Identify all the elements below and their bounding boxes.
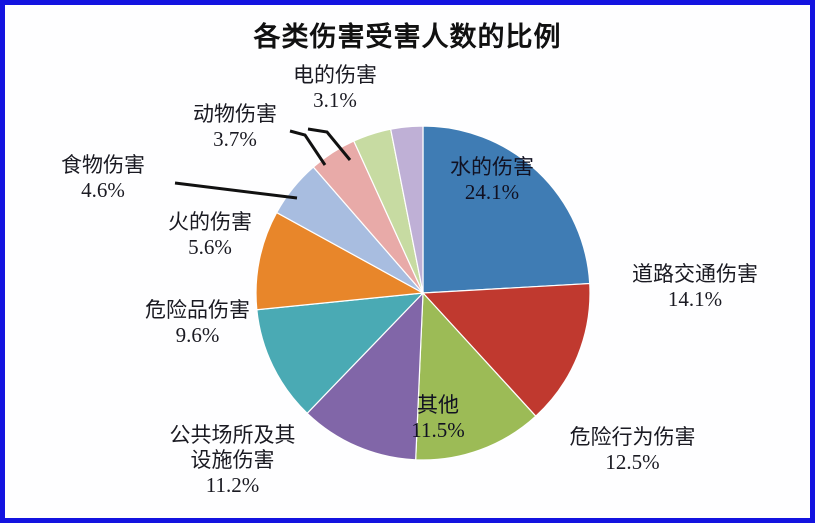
slice-label-road-pct: 14.1%	[667, 286, 723, 311]
slice-label-animal: 动物伤害 3.7%	[155, 102, 315, 152]
slice-label-road-name: 道路交通伤害	[632, 262, 758, 286]
slice-label-public-places-pct: 11.2%	[205, 472, 260, 497]
slice-label-dangerous-behavior-name: 危险行为伤害	[569, 425, 696, 449]
pie-slice[interactable]	[421, 282, 591, 418]
slice-label-hazardous-goods-name: 危险品伤害	[145, 298, 250, 322]
slice-label-food-pct: 4.6%	[81, 177, 125, 202]
page-title: 各类伤害受害人数的比例	[253, 22, 562, 52]
slice-label-dangerous-behavior-pct: 12.5%	[605, 449, 660, 474]
slice-label-electric-pct: 3.1%	[313, 87, 357, 112]
pie-slice[interactable]	[255, 211, 425, 311]
pie-slice[interactable]	[422, 125, 591, 294]
slice-label-public-places-name-line1: 公共场所及其	[169, 423, 296, 447]
slice-label-other: 其他 11.5%	[383, 393, 493, 443]
slice-label-fire-pct: 5.6%	[188, 234, 232, 259]
leader-line-group	[174, 127, 352, 200]
leader-line-animal	[289, 129, 327, 166]
slice-label-dangerous-behavior: 危险行为伤害 12.5%	[525, 425, 740, 475]
slice-label-hazardous-goods: 危险品伤害 9.6%	[100, 298, 295, 348]
pie-slice[interactable]	[306, 291, 424, 461]
slice-label-other-name: 其他	[417, 393, 459, 417]
slice-label-hazardous-goods-pct: 9.6%	[175, 322, 220, 347]
pie-chart: 水的伤害 24.1% 道路交通伤害 14.1% 危险行为伤害 12.5% 其他 …	[5, 5, 810, 518]
slice-label-electric: 电的伤害 3.1%	[255, 63, 415, 113]
slice-label-water-pct: 24.1%	[464, 179, 520, 204]
pie-slice[interactable]	[256, 292, 425, 415]
leader-line-food	[174, 181, 298, 200]
leader-line-electric	[307, 127, 352, 161]
slice-label-other-pct: 11.5%	[411, 417, 465, 442]
pie-svg	[174, 125, 591, 461]
slice-label-public-places: 公共场所及其 设施伤害 11.2%	[125, 423, 340, 497]
slice-label-food-name: 食物伤害	[61, 153, 145, 177]
slice-label-road: 道路交通伤害 14.1%	[595, 262, 795, 312]
chart-canvas: 各类伤害受害人数的比例 水的伤害 24.1% 道路交通伤害 14.1% 危险行为…	[5, 5, 810, 518]
slice-label-animal-name: 动物伤害	[193, 102, 277, 126]
pie-slice[interactable]	[389, 125, 424, 294]
slice-label-animal-pct: 3.7%	[213, 126, 257, 151]
slice-label-electric-name: 电的伤害	[293, 63, 377, 87]
pie-slice-group	[255, 125, 591, 461]
slice-label-water-name: 水的伤害	[450, 155, 534, 179]
slice-label-fire: 火的伤害 5.6%	[130, 210, 290, 260]
slice-label-public-places-name-line2: 设施伤害	[190, 447, 275, 472]
slice-label-water: 水的伤害 24.1%	[397, 155, 587, 205]
slice-label-fire-name: 火的伤害	[168, 210, 252, 234]
slice-label-food: 食物伤害 4.6%	[23, 153, 183, 203]
pie-slice[interactable]	[415, 291, 537, 461]
